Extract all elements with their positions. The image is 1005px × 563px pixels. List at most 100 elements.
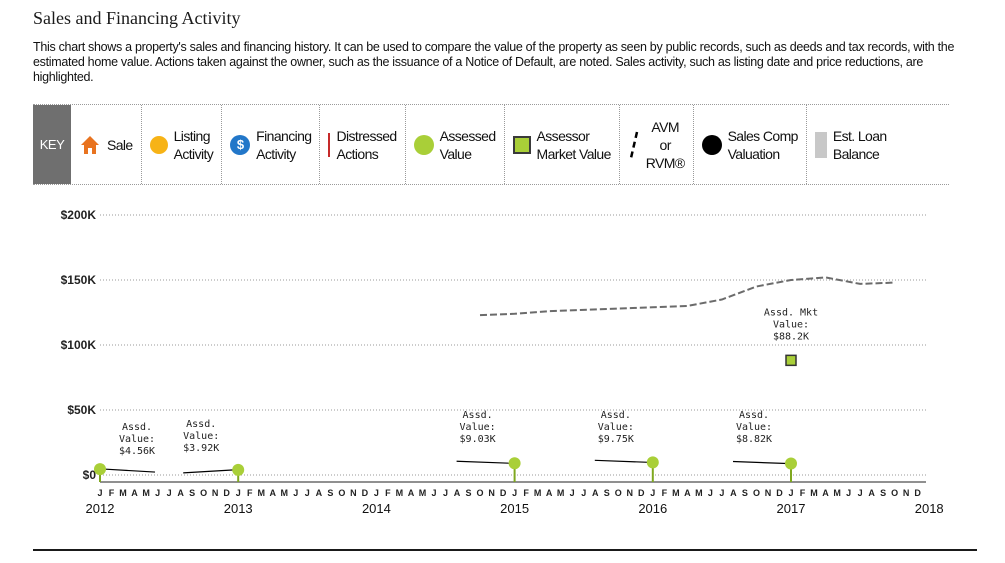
x-month-label: J (155, 488, 160, 498)
avm-series-line (479, 276, 895, 317)
x-month-label: D (776, 488, 783, 498)
x-month-label: M (419, 488, 427, 498)
y-tick-label: $200K (61, 208, 97, 222)
sales-comp-dot-icon (701, 134, 722, 155)
assessed-value-arrow (456, 460, 511, 464)
assessed-value-dot (646, 456, 659, 469)
x-month-label: J (431, 488, 436, 498)
x-month-label: M (281, 488, 289, 498)
x-month-label: A (177, 488, 184, 498)
legend-item-loan: Est. Loan Balance (807, 105, 895, 184)
x-month-label: S (742, 488, 748, 498)
legend-item-assessed: Assessed Value (406, 105, 505, 184)
legend-item-financing: $ Financing Activity (222, 105, 321, 184)
x-month-label: F (662, 488, 668, 498)
x-month-label: M (142, 488, 150, 498)
legend: KEY Sale Listing Activity $ Financing Ac… (33, 104, 949, 185)
x-month-label: S (466, 488, 472, 498)
legend-label-distressed: Distressed Actions (336, 127, 397, 162)
x-month-label: S (189, 488, 195, 498)
x-month-label: A (868, 488, 875, 498)
x-month-label: J (443, 488, 448, 498)
legend-label-assessor-market: Assessor Market Value (536, 127, 612, 162)
x-month-label: O (615, 488, 622, 498)
x-month-label: M (695, 488, 703, 498)
bottom-divider (33, 549, 977, 551)
x-month-label: A (546, 488, 553, 498)
x-month-label: N (765, 488, 772, 498)
legend-label-assessed: Assessed Value (439, 127, 497, 162)
legend-item-sales-comp: Sales Comp Valuation (694, 105, 807, 184)
x-year-label: 2017 (777, 501, 806, 516)
x-year-label: 2013 (224, 501, 253, 516)
legend-item-avm: AVM or RVM® (620, 105, 694, 184)
x-month-label: J (167, 488, 172, 498)
x-month-label: O (200, 488, 207, 498)
x-month-label: F (109, 488, 115, 498)
x-month-label: O (753, 488, 760, 498)
x-month-label: N (212, 488, 219, 498)
x-month-label: J (708, 488, 713, 498)
x-month-label: F (385, 488, 391, 498)
x-month-label: J (305, 488, 310, 498)
legend-item-distressed: Distressed Actions (320, 105, 406, 184)
legend-label-financing: Financing Activity (256, 127, 312, 162)
assessed-value-arrow (594, 459, 649, 463)
x-year-label: 2016 (638, 501, 667, 516)
assessed-value-dot (785, 457, 797, 470)
x-month-label: J (650, 488, 655, 498)
assessed-value-label: Assd. Value: $8.82K (736, 410, 772, 445)
x-month-label: J (581, 488, 586, 498)
assessed-value-arrow (103, 468, 156, 473)
legend-key-label: KEY (33, 105, 71, 184)
x-month-label: A (592, 488, 599, 498)
x-month-label: O (891, 488, 898, 498)
x-month-label: J (97, 488, 102, 498)
avm-dash-icon (628, 130, 640, 160)
x-year-label: 2018 (915, 501, 944, 516)
x-month-label: S (880, 488, 886, 498)
x-month-label: D (223, 488, 230, 498)
assessor-market-label: Assd. Mkt Value: $88.2K (764, 307, 818, 342)
x-month-label: J (858, 488, 863, 498)
x-month-label: A (822, 488, 829, 498)
assessed-value-label: Assd. Value: $9.03K (460, 410, 496, 445)
x-month-label: N (350, 488, 357, 498)
x-year-label: 2015 (500, 501, 529, 516)
legend-item-sale: Sale (71, 105, 142, 184)
x-year-label: 2014 (362, 501, 391, 516)
x-month-label: S (604, 488, 610, 498)
page-title: Sales and Financing Activity (33, 8, 241, 28)
x-month-label: A (684, 488, 691, 498)
x-month-label: D (638, 488, 645, 498)
x-month-label: D (362, 488, 369, 498)
x-month-label: M (672, 488, 680, 498)
x-month-label: J (846, 488, 851, 498)
distressed-line-icon (328, 132, 331, 157)
x-month-label: D (914, 488, 921, 498)
x-month-label: M (396, 488, 404, 498)
loan-bar-icon (814, 131, 827, 158)
x-month-label: J (293, 488, 298, 498)
x-month-label: A (270, 488, 277, 498)
x-month-label: N (903, 488, 910, 498)
assessed-value-dot (232, 463, 245, 476)
x-month-label: S (327, 488, 333, 498)
x-month-label: J (788, 488, 793, 498)
x-month-label: M (833, 488, 841, 498)
x-month-label: F (247, 488, 253, 498)
assessed-value-arrow (732, 460, 788, 465)
listing-dot-icon (149, 135, 168, 154)
x-month-label: F (800, 488, 806, 498)
legend-label-listing: Listing Activity (173, 127, 214, 162)
x-month-label: A (454, 488, 461, 498)
legend-label-avm: AVM or RVM® (645, 118, 685, 171)
y-tick-label: $100K (61, 338, 97, 352)
assessor-market-square (785, 354, 797, 367)
x-month-label: M (257, 488, 265, 498)
x-month-label: D (500, 488, 507, 498)
house-icon (79, 134, 101, 156)
y-tick-label: $50K (67, 403, 96, 417)
assessed-value-label: Assd. Value: $9.75K (598, 410, 634, 445)
